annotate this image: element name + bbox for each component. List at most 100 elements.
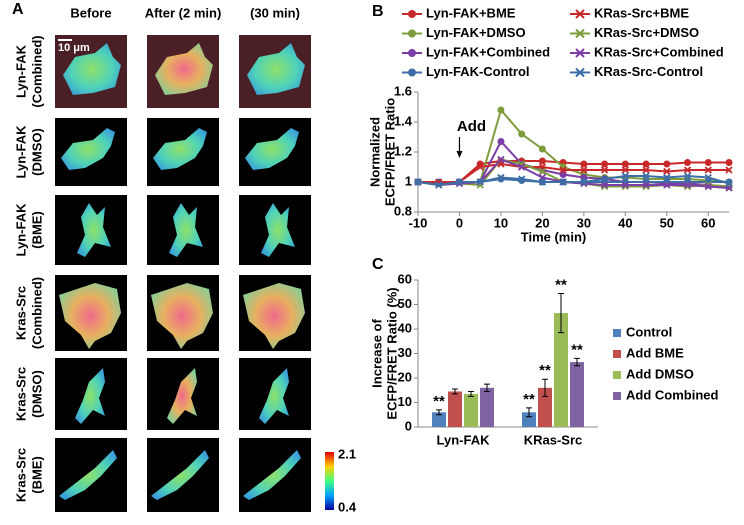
- legend-label: Add BME: [626, 345, 684, 360]
- panel-a: Before After (2 min) (30 min)Lyn-FAK (Combi…: [13, 5, 311, 512]
- marker: [538, 167, 547, 176]
- marker: [642, 181, 650, 189]
- error-bar: [574, 357, 580, 367]
- line: [418, 162, 729, 183]
- marker: [704, 166, 712, 174]
- legend-label: Lyn-FAK+Combined: [426, 44, 550, 59]
- row-label: Kras-Src: [13, 448, 28, 502]
- colorbar-max: 2.1: [338, 446, 356, 461]
- bar: [480, 387, 494, 427]
- bar: [554, 313, 568, 427]
- legend-marker: [575, 67, 585, 78]
- marker: [559, 178, 567, 186]
- legend-label: Add Combined: [626, 387, 718, 402]
- marker: [538, 178, 547, 186]
- marker: [600, 166, 609, 174]
- line: [417, 174, 730, 187]
- marker: [497, 155, 505, 164]
- scale-bar-label: 10 μm: [58, 42, 90, 54]
- marker: [518, 163, 526, 171]
- marker: [683, 172, 692, 180]
- marker: [497, 106, 505, 114]
- x-tick-label: 50: [660, 215, 674, 230]
- colorbar: [325, 452, 334, 510]
- marker: [642, 160, 650, 168]
- marker: [600, 181, 609, 189]
- error-bar: [526, 407, 532, 418]
- bar: [522, 412, 536, 427]
- cell: [59, 450, 117, 500]
- marker: [725, 159, 733, 166]
- legend-swatch: [613, 329, 621, 337]
- bar: [570, 362, 584, 427]
- marker: [476, 163, 484, 171]
- x-tick-label: 40: [618, 215, 632, 230]
- y-tick-label: 20: [398, 369, 412, 384]
- x-tick-label: KRas-Src: [524, 432, 583, 447]
- row-label: Kras-Src: [13, 286, 28, 340]
- y-tick-label: 10: [398, 394, 412, 409]
- marker: [435, 181, 443, 189]
- cell: [169, 203, 203, 257]
- cell: [63, 43, 121, 95]
- legend-label: Control: [626, 324, 672, 339]
- error-bar: [452, 388, 458, 395]
- legend-label: KRas-Src+BME: [594, 5, 689, 20]
- x-tick-label: -10: [409, 215, 428, 230]
- cell: [155, 43, 213, 95]
- bar: [448, 391, 462, 427]
- legend-label: Lyn-FAK-Control: [426, 64, 530, 79]
- annotation-arrowhead: [456, 151, 463, 158]
- row-label: (BME): [29, 211, 44, 249]
- y-tick-label: 60: [398, 271, 412, 286]
- row-label: (DMSO): [29, 370, 44, 418]
- panel-label: B: [372, 3, 384, 20]
- marker: [725, 166, 733, 174]
- y-tick-label: 0.8: [394, 203, 412, 218]
- marker: [684, 159, 692, 166]
- cell: [247, 43, 305, 95]
- legend-label: KRas-Src+Combined: [594, 44, 724, 59]
- cell: [75, 368, 105, 424]
- y-tick-label: 1: [405, 173, 412, 188]
- marker: [621, 181, 629, 189]
- y-axis-label: Increase of: [369, 319, 384, 388]
- x-tick-label: 30: [577, 215, 591, 230]
- y-axis-label: ECFP/FRET Ratio (%): [384, 287, 399, 419]
- cell: [167, 368, 197, 424]
- x-tick-label: Lyn-FAK: [437, 432, 491, 447]
- cell: [243, 450, 301, 500]
- cell: [151, 283, 213, 349]
- significance-label: **: [571, 341, 583, 358]
- y-tick-label: 1.2: [394, 143, 412, 158]
- marker: [663, 173, 671, 182]
- legend-label: KRas-Src-Control: [594, 64, 703, 79]
- legend-marker: [408, 29, 416, 38]
- legend-swatch: [613, 392, 621, 400]
- marker: [600, 175, 609, 183]
- marker: [725, 179, 733, 188]
- error-bar: [436, 409, 442, 416]
- x-axis-label: Time (min): [521, 229, 587, 244]
- row-label: (BME): [29, 456, 44, 494]
- marker: [580, 160, 588, 168]
- panel-b: B 0.8 1 1.2 1.4 1.6 -10 0 10 20 30 40 50 60 Time (min)…: [367, 3, 733, 244]
- legend-swatch: [613, 350, 621, 358]
- cell: [153, 128, 207, 170]
- cell: [245, 128, 299, 170]
- marker: [621, 172, 629, 180]
- column-header: Before: [70, 5, 111, 20]
- marker: [518, 130, 526, 138]
- cell: [151, 450, 209, 500]
- cell: [259, 368, 289, 424]
- legend-marker: [575, 9, 585, 19]
- marker: [414, 178, 422, 186]
- legend-label: KRas-Src+DMSO: [594, 25, 699, 40]
- row-label: (Combined): [29, 35, 44, 107]
- annotation: Add: [457, 118, 486, 135]
- legend-label: Add DMSO: [626, 366, 694, 381]
- significance-label: **: [433, 393, 445, 410]
- marker: [663, 160, 671, 168]
- error-bar: [468, 390, 474, 397]
